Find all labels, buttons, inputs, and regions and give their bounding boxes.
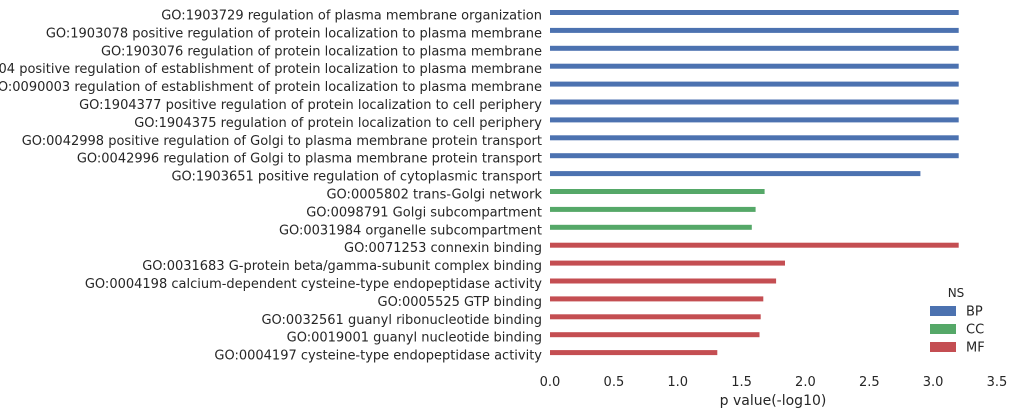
y-tick-label: GO:0071253 connexin binding <box>344 241 542 256</box>
x-tick-label: 2.0 <box>795 375 816 390</box>
bar-bp <box>550 117 959 123</box>
bar-cc <box>550 224 752 230</box>
bar-bp <box>550 27 959 33</box>
y-tick-label: GO:1904377 positive regulation of protei… <box>79 98 542 113</box>
y-tick-label: GO:0090004 positive regulation of establ… <box>0 62 542 77</box>
y-tick-label: GO:0004197 cysteine-type endopeptidase a… <box>214 349 542 364</box>
y-tick-label: GO:0042998 positive regulation of Golgi … <box>22 134 542 149</box>
x-axis-label: p value(-log10) <box>720 393 827 409</box>
x-tick-label: 3.0 <box>923 375 944 390</box>
y-tick-label: GO:0004198 calcium-dependent cysteine-ty… <box>85 277 542 292</box>
legend-swatch-bp <box>930 306 956 316</box>
legend-swatch-cc <box>930 324 956 334</box>
bar-bp <box>550 153 959 159</box>
bar-bp <box>550 171 921 177</box>
y-tick-label: GO:1903651 positive regulation of cytopl… <box>171 170 542 185</box>
y-tick-label: GO:0032561 guanyl ribonucleotide binding <box>261 313 542 328</box>
legend-label-cc: CC <box>966 323 984 338</box>
y-tick-label: GO:1903078 positive regulation of protei… <box>46 26 542 41</box>
x-tick-label: 0.0 <box>540 375 561 390</box>
bars-layer <box>550 10 959 356</box>
x-tick-label: 2.5 <box>859 375 880 390</box>
x-tick-label: 1.5 <box>731 375 752 390</box>
y-tick-label: GO:0090003 regulation of establishment o… <box>0 80 542 95</box>
y-axis-labels: GO:1903729 regulation of plasma membrane… <box>0 9 542 364</box>
y-tick-label: GO:1903076 regulation of protein localiz… <box>101 44 542 59</box>
y-tick-label: GO:1904375 regulation of protein localiz… <box>134 116 542 131</box>
legend-swatch-mf <box>930 342 956 352</box>
bar-bp <box>550 81 959 87</box>
bar-bp <box>550 135 959 141</box>
bar-mf <box>550 332 760 338</box>
bar-mf <box>550 260 785 266</box>
bar-cc <box>550 206 756 212</box>
x-tick-label: 3.5 <box>987 375 1008 390</box>
bar-cc <box>550 189 765 194</box>
y-tick-label: GO:0031683 G-protein beta/gamma-subunit … <box>142 259 542 274</box>
bar-mf <box>550 242 959 248</box>
x-tick-label: 1.0 <box>667 375 688 390</box>
y-tick-label: GO:0005802 trans-Golgi network <box>326 188 542 203</box>
legend-title: NS <box>948 286 965 300</box>
y-tick-label: GO:0019001 guanyl nucleotide binding <box>287 331 542 346</box>
bar-bp <box>550 63 959 69</box>
legend-label-bp: BP <box>966 305 983 320</box>
y-tick-label: GO:0005525 GTP binding <box>378 295 542 310</box>
y-tick-label: GO:0042996 regulation of Golgi to plasma… <box>77 152 542 167</box>
bar-mf <box>550 350 718 356</box>
y-tick-label: GO:0098791 Golgi subcompartment <box>306 205 542 220</box>
bar-bp <box>550 10 959 15</box>
bar-mf <box>550 296 764 302</box>
bar-bp <box>550 45 959 51</box>
bar-mf <box>550 314 761 320</box>
legend-label-mf: MF <box>966 341 985 356</box>
y-tick-label: GO:0031984 organelle subcompartment <box>279 223 542 238</box>
bar-mf <box>550 278 777 284</box>
y-tick-label: GO:1903729 regulation of plasma membrane… <box>161 9 542 24</box>
bar-bp <box>550 99 959 105</box>
x-axis-ticks: 0.0 0.5 1.0 1.5 2.0 2.5 3.0 3.5 <box>540 375 1008 390</box>
x-tick-label: 0.5 <box>604 375 625 390</box>
